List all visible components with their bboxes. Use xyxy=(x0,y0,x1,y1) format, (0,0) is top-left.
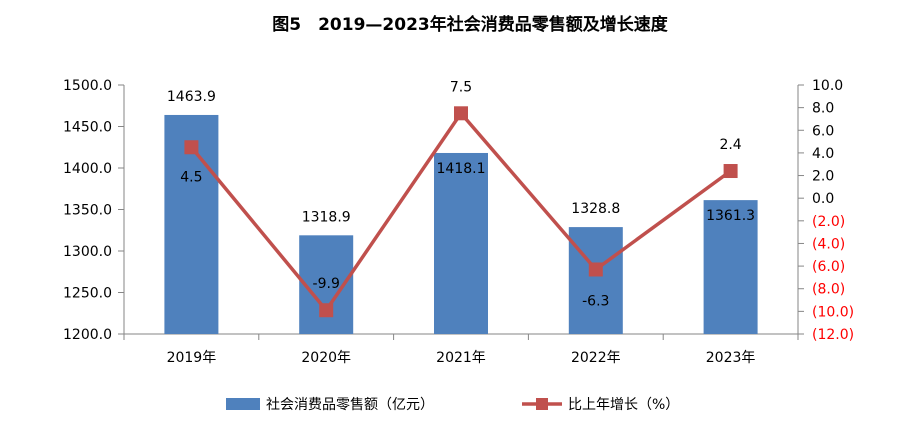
y-left-tick-label: 1450.0 xyxy=(63,120,112,136)
x-tick-label: 2019年 xyxy=(167,350,217,366)
x-tick-label: 2022年 xyxy=(571,350,621,366)
bar-value-label: 1328.8 xyxy=(571,201,620,217)
y-left-tick-label: 1250.0 xyxy=(63,286,112,302)
bar xyxy=(568,227,623,334)
growth-point xyxy=(723,164,738,179)
growth-point xyxy=(184,140,199,155)
y-right-tick-label: (12.0) xyxy=(812,327,854,343)
bars xyxy=(164,114,758,334)
y-right-tick-label: (2.0) xyxy=(812,214,845,230)
growth-point xyxy=(588,262,603,277)
growth-point xyxy=(454,106,468,121)
y-left-tick-label: 1300.0 xyxy=(63,244,112,260)
growth-point xyxy=(319,303,334,318)
chart-title: 图5 2019—2023年社会消费品零售额及增长速度 xyxy=(272,14,668,35)
bar-value-label: 1463.9 xyxy=(167,89,216,105)
bar xyxy=(703,200,758,334)
y-right-tick-label: (6.0) xyxy=(812,259,845,275)
growth-value-label: -9.9 xyxy=(313,276,340,292)
y-right-tick-label: (4.0) xyxy=(812,236,845,252)
growth-value-label: -6.3 xyxy=(582,293,609,309)
y-right-tick-label: 2.0 xyxy=(812,169,834,185)
y-left-tick-label: 1200.0 xyxy=(63,327,112,343)
x-tick-label: 2021年 xyxy=(436,350,486,366)
y-right-tick-label: 6.0 xyxy=(812,123,834,139)
y-right-tick-label: 10.0 xyxy=(812,78,843,94)
bar xyxy=(434,152,488,334)
y-left-tick-label: 1400.0 xyxy=(63,161,112,177)
bar-value-label: 1361.3 xyxy=(706,208,755,224)
y-right-tick-label: (8.0) xyxy=(812,282,845,298)
y-right-tick-label: 8.0 xyxy=(812,101,834,117)
data-labels: 1463.9 1318.9 1418.1 1328.8 1361.3 4.5 -9.9 7.5… xyxy=(167,79,755,309)
bar-value-label: 1418.1 xyxy=(437,161,486,177)
y-left-tick-label: 1500.0 xyxy=(63,78,112,94)
growth-value-label: 4.5 xyxy=(180,169,202,185)
legend-swatch-bar xyxy=(226,398,260,410)
legend-label-line: 比上年增长（%） xyxy=(568,397,679,413)
y-right-tick-label: (10.0) xyxy=(812,304,854,320)
x-tick-label: 2020年 xyxy=(301,350,351,366)
y-left-tick-label: 1350.0 xyxy=(63,203,112,219)
growth-value-label: 7.5 xyxy=(450,79,472,95)
bar-value-label: 1318.9 xyxy=(302,209,351,225)
growth-line xyxy=(184,106,738,318)
x-tick-label: 2023年 xyxy=(706,350,756,366)
legend-swatch-marker xyxy=(536,398,548,410)
legend: 社会消费品零售额（亿元） 比上年增长（%） xyxy=(226,397,679,413)
y-right-tick-label: 4.0 xyxy=(812,146,834,162)
axes: 1200.0 1250.0 1300.0 1350.0 1400.0 1450.0 1500… xyxy=(63,78,854,366)
growth-value-label: 2.4 xyxy=(719,137,741,153)
y-right-tick-label: 0.0 xyxy=(812,191,834,207)
legend-label-bar: 社会消费品零售额（亿元） xyxy=(266,397,434,413)
